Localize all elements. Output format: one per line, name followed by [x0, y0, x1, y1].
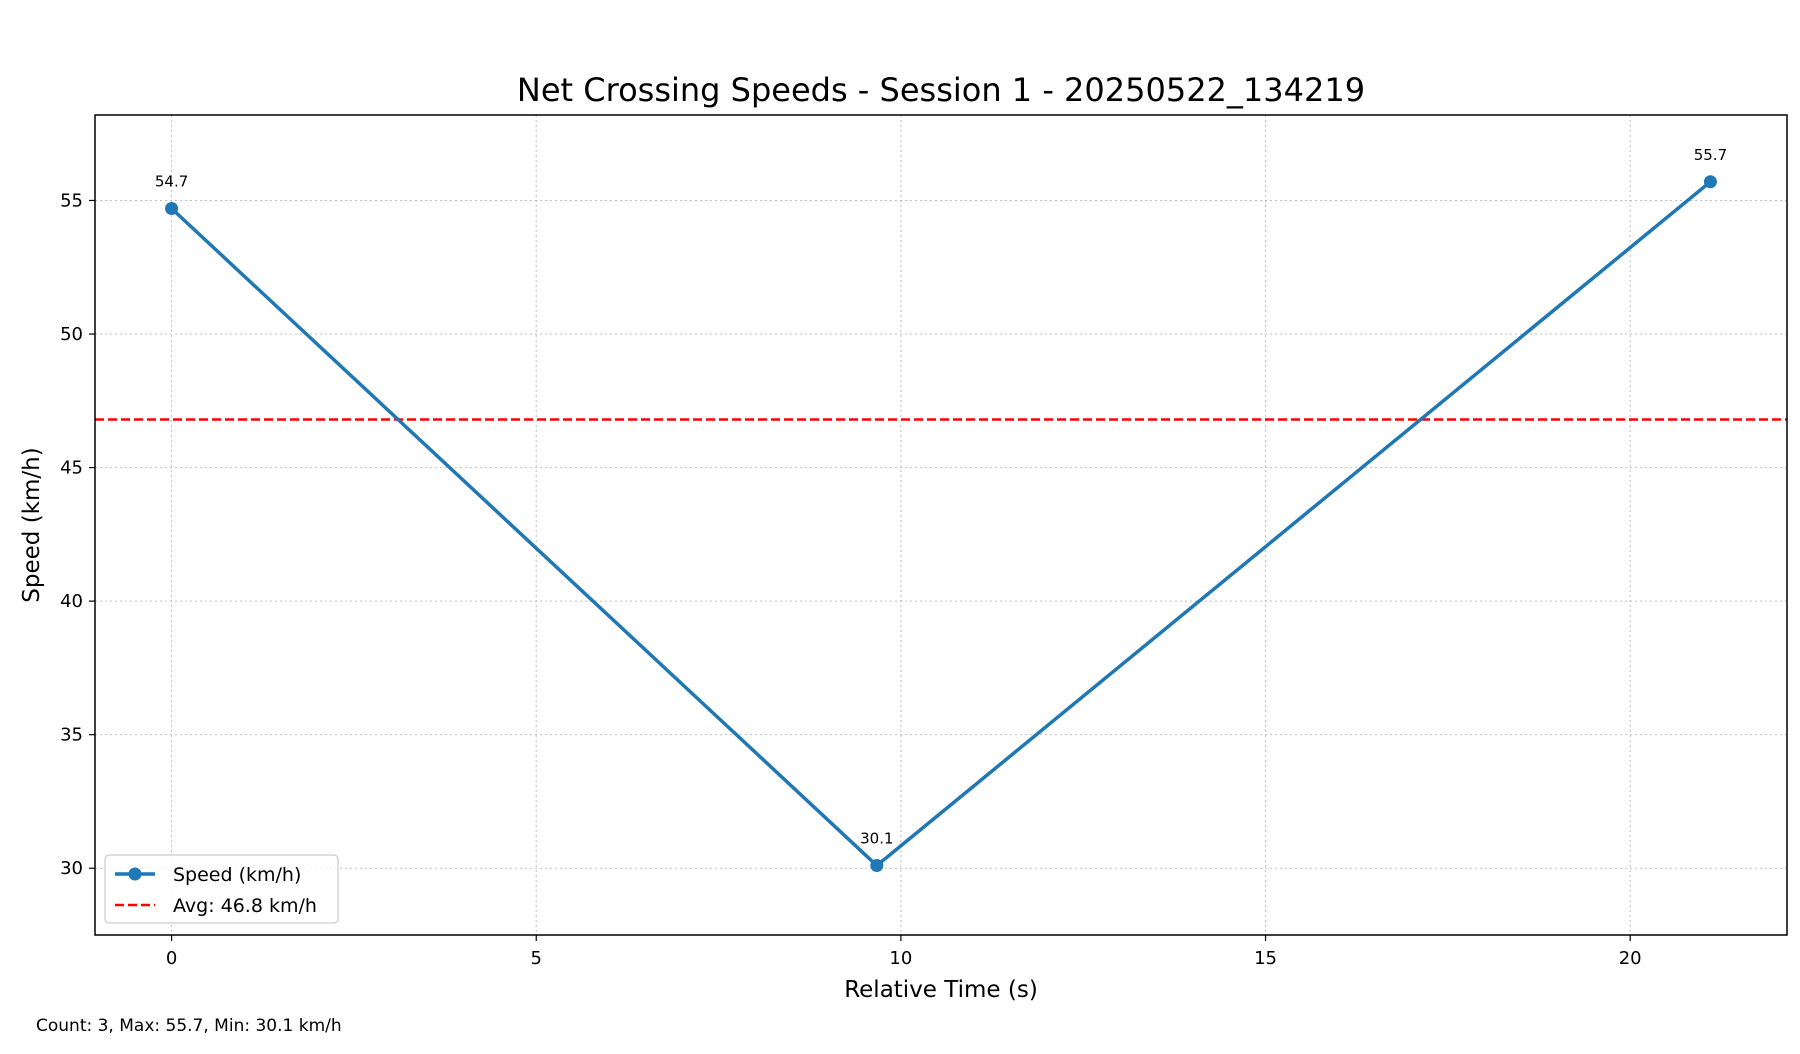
- x-tick-label: 5: [531, 948, 542, 969]
- x-tick-label: 20: [1619, 948, 1642, 969]
- series-layer: [165, 175, 1717, 873]
- data-label: 55.7: [1694, 146, 1727, 164]
- data-label: 54.7: [155, 172, 188, 190]
- legend-average-label: Avg: 46.8 km/h: [173, 895, 317, 917]
- y-tick-label: 55: [60, 190, 83, 211]
- chart-text: 54.7 30.1 55.7 0 5 10 15 20 30 35 40 45 50 55 Net Cros…: [19, 71, 1727, 1003]
- y-tick-label: 50: [60, 324, 83, 345]
- legend-series-label: Speed (km/h): [173, 864, 301, 886]
- axes: [89, 114, 1788, 941]
- y-tick-label: 30: [60, 858, 83, 879]
- x-tick-label: 10: [889, 948, 912, 969]
- data-label: 30.1: [860, 830, 893, 848]
- speed-series-line: [170, 180, 1712, 868]
- legend: Speed (km/h) Avg: 46.8 km/h: [104, 854, 339, 924]
- grid-lines: [95, 115, 1787, 935]
- legend-series-marker: [128, 867, 142, 881]
- y-tick-label: 40: [60, 591, 83, 612]
- data-point: [870, 859, 884, 873]
- y-tick-label: 45: [60, 458, 83, 479]
- plot-frame: [94, 114, 1788, 936]
- y-axis-label: Speed (km/h): [19, 447, 45, 602]
- data-point: [165, 201, 179, 215]
- chart-title: Net Crossing Speeds - Session 1 - 202505…: [517, 71, 1365, 109]
- summary-stats-text: Count: 3, Max: 55.7, Min: 30.1 km/h: [36, 1016, 342, 1036]
- legend-box: [104, 854, 339, 924]
- data-point: [1703, 175, 1717, 189]
- x-tick-label: 0: [166, 948, 177, 969]
- x-axis-label: Relative Time (s): [844, 977, 1038, 1003]
- x-tick-label: 15: [1254, 948, 1277, 969]
- y-tick-label: 35: [60, 725, 83, 746]
